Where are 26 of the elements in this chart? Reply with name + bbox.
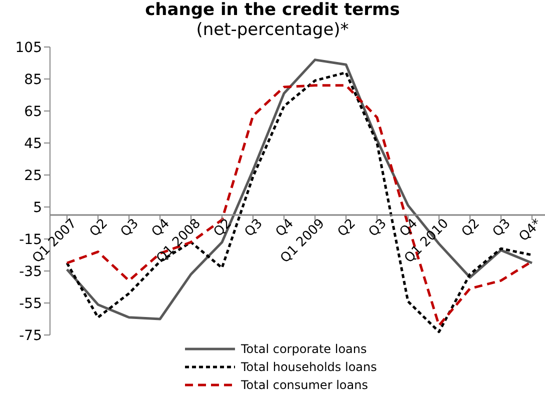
y-tick-label: 25	[24, 168, 42, 184]
x-tick-label: Q2	[87, 216, 111, 240]
y-tick-label: 65	[24, 104, 42, 120]
y-tick-label: 85	[24, 72, 42, 88]
y-tick-label: 105	[15, 40, 42, 56]
y-tick-label: -75	[19, 328, 42, 344]
legend-label: Total consumer loans	[241, 378, 368, 392]
x-tick-label: Q4*	[516, 216, 545, 245]
y-tick-label: 45	[24, 136, 42, 152]
x-tick-label: Q4	[273, 216, 297, 240]
x-tick-label: Q3	[366, 216, 390, 240]
legend-label: Total households loans	[241, 360, 377, 374]
y-tick-label: -55	[19, 296, 42, 312]
x-tick-label: Q4	[149, 216, 173, 240]
x-tick-label: Q2	[335, 216, 359, 240]
x-tick-label: Q3	[118, 216, 142, 240]
x-tick-label: Q3	[242, 216, 266, 240]
legend-label: Total corporate loans	[241, 342, 367, 356]
chart-title: change in the credit terms	[144, 0, 401, 20]
x-tick-label: Q2	[211, 216, 235, 240]
x-tick-label: Q2	[459, 216, 483, 240]
x-tick-label: Q3	[490, 216, 514, 240]
x-tick-label: Q4	[397, 216, 421, 240]
y-tick-label: 5	[33, 200, 42, 216]
chart-subtitle: (net-percentage)*	[195, 20, 350, 40]
y-tick-label: -35	[19, 264, 42, 280]
